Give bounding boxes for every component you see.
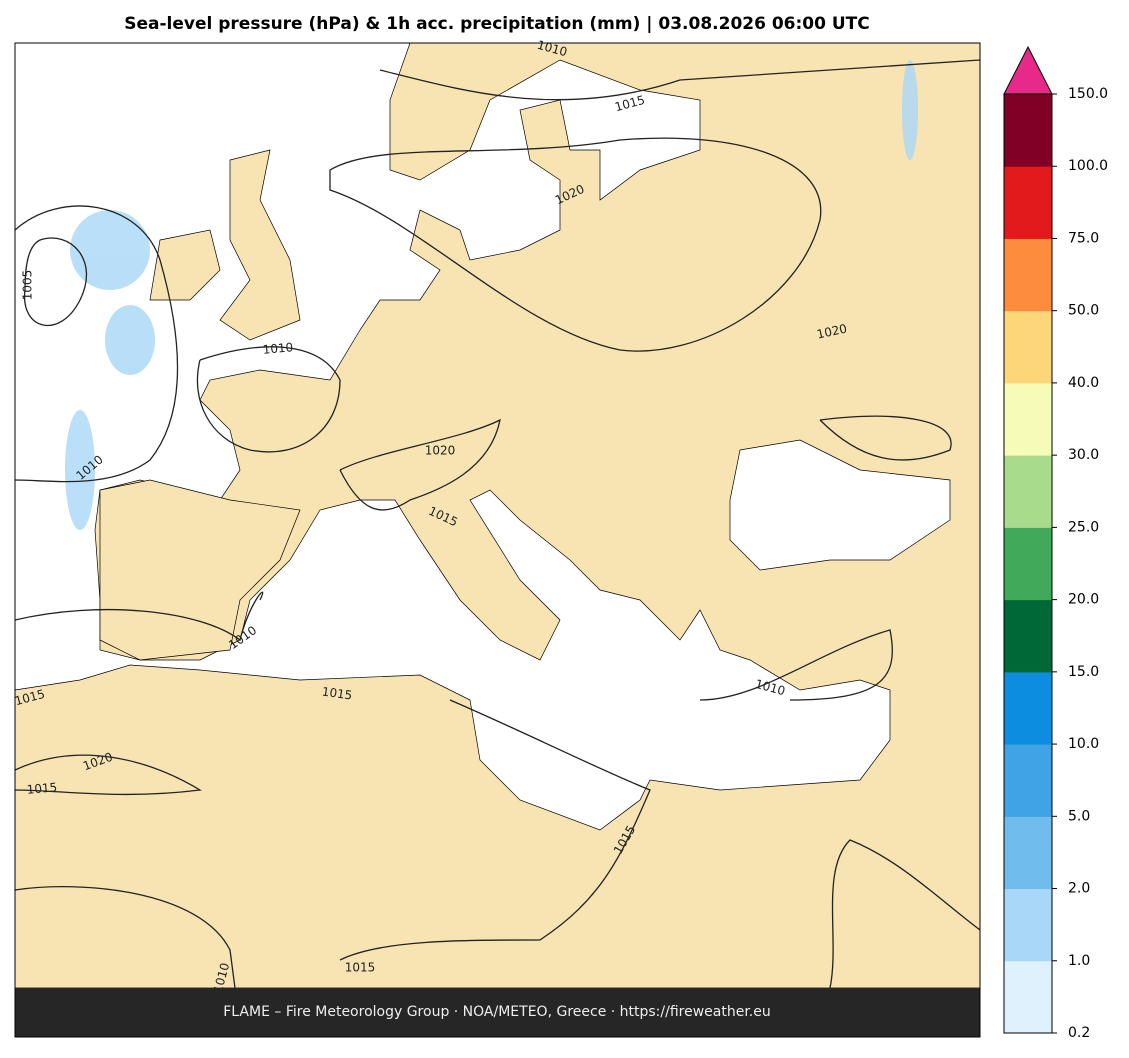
britain (219, 149, 301, 341)
colorbar-tick-label: 75.0 (1068, 230, 1099, 246)
colorbar-tick-label: 30.0 (1068, 447, 1099, 463)
colorbar-tick-label: 1.0 (1068, 953, 1090, 969)
spain (99, 479, 301, 661)
colorbar-tick-label: 100.0 (1068, 158, 1108, 174)
contour-label: 1020 (816, 321, 849, 341)
colorbar-tick-label: 50.0 (1068, 303, 1099, 319)
colorbar-tick-label: 40.0 (1068, 375, 1099, 391)
colorbar-segment (1004, 599, 1052, 673)
colorbar-tick-label: 0.2 (1068, 1025, 1090, 1041)
colorbar-tick-label: 25.0 (1068, 519, 1099, 535)
colorbar-segment (1004, 166, 1052, 239)
colorbar-tick-label: 150.0 (1068, 86, 1108, 102)
footer-bar (15, 988, 980, 1037)
colorbar-segment (1004, 671, 1052, 745)
colorbar-tick-label: 20.0 (1068, 592, 1099, 608)
black-sea (729, 439, 951, 571)
contour-label: 1005 (21, 270, 35, 301)
colorbar-segment (1004, 238, 1052, 312)
colorbar-tick-label: 10.0 (1068, 736, 1099, 752)
colorbar-segment (1004, 94, 1052, 167)
colorbar-segment (1004, 310, 1052, 384)
isobars (15, 59, 980, 988)
colorbar-segment (1004, 455, 1052, 528)
footer-text: FLAME – Fire Meteorology Group · NOA/MET… (223, 1004, 771, 1020)
colorbar-segment (1004, 888, 1052, 962)
precipitation (65, 60, 918, 530)
contour-label: 1015 (321, 684, 353, 702)
colorbar-segment (1004, 382, 1052, 456)
colorbar-segment (1004, 960, 1052, 1034)
colorbar: 0.2 1.0 2.0 5.0 10.0 15.0 20.0 25.0 30.0 40.0 50.0… (1003, 45, 1108, 1041)
land (15, 43, 980, 988)
contour-label: 1015 (345, 961, 376, 975)
title: Sea-level pressure (hPa) & 1h acc. preci… (124, 14, 870, 34)
colorbar-segment (1004, 527, 1052, 601)
contour-label: 1015 (26, 780, 58, 797)
colorbar-segment (1004, 816, 1052, 890)
contour-label: 1010 (262, 340, 294, 357)
ireland (149, 229, 221, 301)
colorbar-tick-label: 5.0 (1068, 808, 1090, 824)
colorbar-extend (1003, 45, 1053, 95)
map: 1010 1015 1020 1005 1010 1020 1020 1010 … (13, 38, 981, 1038)
colorbar-segment (1004, 744, 1052, 817)
colorbar-tick-label: 15.0 (1068, 664, 1099, 680)
colorbar-frame (1003, 93, 1053, 1034)
contour-label: 1020 (425, 444, 456, 458)
colorbar-tick-label: 2.0 (1068, 881, 1090, 897)
map-frame (14, 42, 981, 1038)
